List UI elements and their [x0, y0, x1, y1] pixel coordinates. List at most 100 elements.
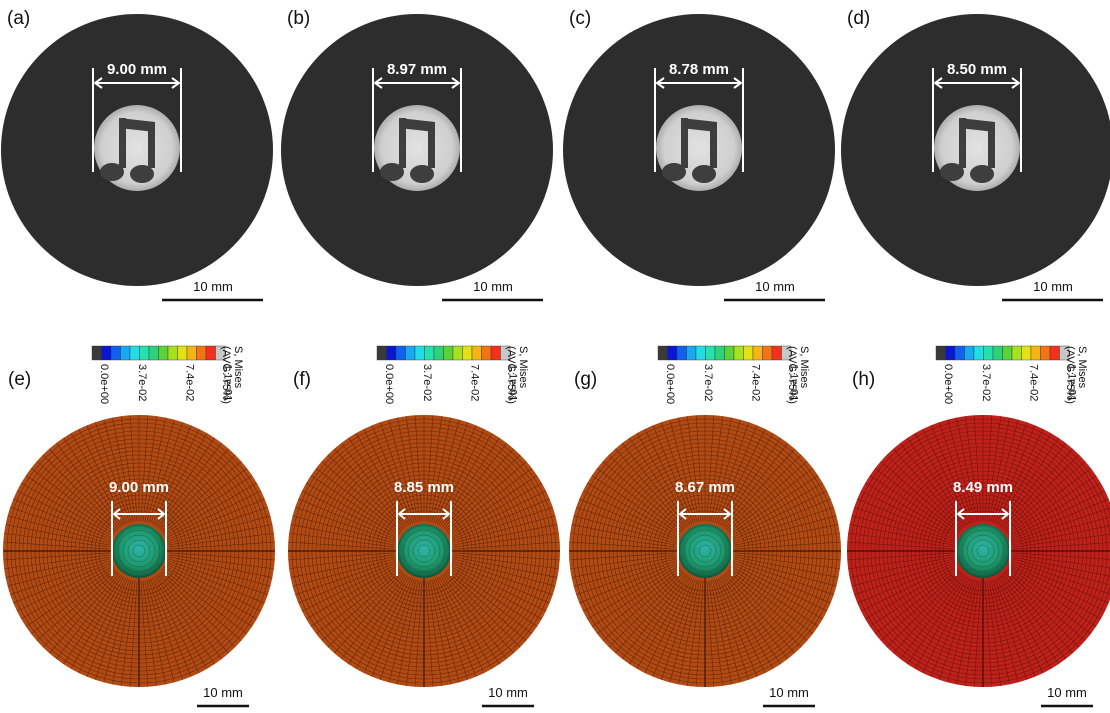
legend-swatch — [215, 345, 226, 361]
fem-mesh-row: (e) 9.00 mm 10 mm 0.0e+00 3.7e-02 7.4e-02 1.1e… — [3, 345, 1110, 708]
panel-label: (c) — [569, 8, 591, 29]
ct-scan-row: (a) 9.00 mm 10 mm (b) 8.97 mm 10 mm (c) 8.78 mm… — [1, 8, 1110, 302]
legend-swatch — [992, 345, 1003, 361]
legend-swatch — [205, 345, 216, 361]
color-legend: 0.0e+00 3.7e-02 7.4e-02 1.1e-01S, Mises(AVG… — [935, 345, 1088, 404]
legend-swatch — [101, 345, 112, 361]
legend-swatch — [148, 345, 159, 361]
legend-tick-label: 1.1e-01 — [1066, 364, 1078, 401]
legend-swatch — [657, 345, 668, 361]
legend-swatch — [1011, 345, 1022, 361]
panel-label: (e) — [8, 369, 31, 390]
panel-label: (b) — [287, 8, 310, 29]
measurement-label: 8.85 mm — [394, 479, 454, 496]
legend-tick-label: 3.7e-02 — [980, 364, 992, 401]
legend-swatch — [414, 345, 425, 361]
measurement-marker — [111, 501, 167, 576]
legend-swatch — [395, 345, 406, 361]
scale-bar-label: 10 mm — [1033, 279, 1073, 294]
legend-swatch — [752, 345, 763, 361]
legend-swatch — [424, 345, 435, 361]
scale-bar-label: 10 mm — [193, 279, 233, 294]
scale-bar-label: 10 mm — [473, 279, 513, 294]
measurement-label: 8.97 mm — [387, 61, 447, 78]
legend-swatch — [490, 345, 501, 361]
fem-insert — [956, 524, 1010, 578]
legend-swatch — [1049, 345, 1060, 361]
legend-swatch — [1002, 345, 1013, 361]
legend-tick-label: 1.1e-01 — [222, 364, 234, 401]
legend-swatch — [405, 345, 416, 361]
legend-swatch — [945, 345, 956, 361]
legend-swatch — [500, 345, 511, 361]
legend-swatch — [196, 345, 207, 361]
legend-swatch — [705, 345, 716, 361]
fem-panel: (f) 8.85 mm 10 mm 0.0e+00 3.7e-02 7.4e-02 1.1e… — [288, 345, 560, 708]
legend-swatch — [973, 345, 984, 361]
legend-swatch — [762, 345, 773, 361]
legend-swatch — [724, 345, 735, 361]
legend-tick-label: 3.7e-02 — [136, 364, 148, 401]
legend-tick-label: 7.4e-02 — [1028, 364, 1040, 401]
legend-tick-label: 0.0e+00 — [664, 364, 676, 404]
legend-swatch — [1030, 345, 1041, 361]
legend-swatch — [158, 345, 169, 361]
legend-tick-label: 1.1e-01 — [507, 364, 519, 401]
scale-bar-label: 10 mm — [755, 279, 795, 294]
measurement-label: 8.67 mm — [675, 479, 735, 496]
scale-bar-label: 10 mm — [488, 685, 528, 700]
legend-tick-label: 1.1e-01 — [788, 364, 800, 401]
legend-swatch — [452, 345, 463, 361]
fem-insert — [112, 524, 166, 578]
legend-swatch — [177, 345, 188, 361]
legend-swatch — [120, 345, 131, 361]
legend-swatch — [771, 345, 782, 361]
ct-panel: (b) 8.97 mm 10 mm — [281, 8, 553, 302]
measurement-marker — [932, 68, 1022, 172]
panel-label: (g) — [574, 369, 597, 390]
legend-swatch — [686, 345, 697, 361]
panel-label: (h) — [852, 369, 875, 390]
measurement-marker — [955, 501, 1011, 576]
panel-label: (d) — [847, 8, 870, 29]
scale-bar-label: 10 mm — [769, 685, 809, 700]
legend-swatch — [667, 345, 678, 361]
music-note-icon — [662, 118, 717, 183]
legend-tick-label: 0.0e+00 — [942, 364, 954, 404]
legend-swatch — [983, 345, 994, 361]
measurement-label: 8.49 mm — [953, 479, 1013, 496]
legend-tick-label: 7.4e-02 — [184, 364, 196, 401]
legend-swatch — [954, 345, 965, 361]
measurement-marker — [677, 501, 733, 576]
legend-swatch — [964, 345, 975, 361]
legend-tick-label: 3.7e-02 — [421, 364, 433, 401]
legend-swatch — [1021, 345, 1032, 361]
legend-swatch — [443, 345, 454, 361]
measurement-label: 8.78 mm — [669, 61, 729, 78]
legend-subtitle: (AVG: 75%) — [1064, 346, 1076, 404]
legend-swatch — [386, 345, 397, 361]
fem-panel: (g) 8.67 mm 10 mm 0.0e+00 3.7e-02 7.4e-02 1.1e… — [569, 345, 841, 708]
measurement-marker — [654, 68, 744, 172]
legend-subtitle: (AVG: 75%) — [505, 346, 517, 404]
legend-title: S, Mises — [232, 346, 244, 389]
legend-swatch — [1059, 345, 1070, 361]
legend-title: S, Mises — [798, 346, 810, 389]
legend-swatch — [139, 345, 150, 361]
fem-panel: (e) 9.00 mm 10 mm 0.0e+00 3.7e-02 7.4e-02 1.1e… — [3, 345, 275, 708]
music-note-icon — [100, 118, 155, 183]
measurement-marker — [92, 68, 182, 172]
legend-swatch — [733, 345, 744, 361]
color-legend: 0.0e+00 3.7e-02 7.4e-02 1.1e-01S, Mises(AVG… — [91, 345, 244, 404]
music-note-icon — [940, 118, 995, 183]
legend-swatch — [186, 345, 197, 361]
measurement-marker — [396, 501, 452, 576]
legend-swatch — [743, 345, 754, 361]
scale-bar-label: 10 mm — [203, 685, 243, 700]
legend-tick-label: 3.7e-02 — [702, 364, 714, 401]
measurement-marker — [372, 68, 462, 172]
legend-swatch — [91, 345, 102, 361]
legend-swatch — [433, 345, 444, 361]
legend-swatch — [471, 345, 482, 361]
measurement-label: 9.00 mm — [107, 61, 167, 78]
